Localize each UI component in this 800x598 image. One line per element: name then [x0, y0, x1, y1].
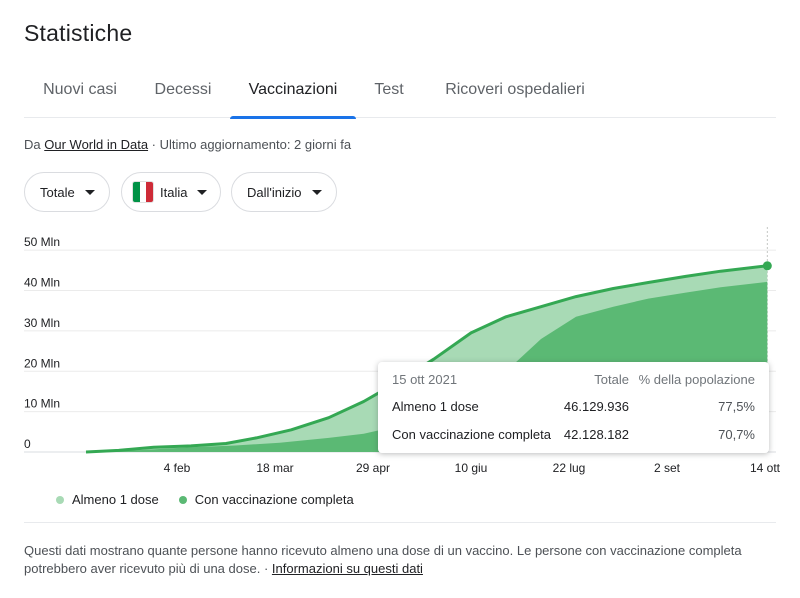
- tooltip-col-pct: % della popolazione: [638, 372, 755, 387]
- footer-separator: ·: [263, 561, 269, 576]
- tooltip-row-label: Con vaccinazione completa: [392, 427, 551, 442]
- x-tick-label: 4 feb: [164, 461, 191, 475]
- y-tick-label: 50 Mln: [24, 235, 60, 249]
- metric-dropdown-label: Totale: [40, 184, 75, 200]
- period-dropdown-label: Dall'inizio: [247, 184, 302, 200]
- tab-tests[interactable]: Test: [374, 81, 404, 98]
- chart-tooltip: 15 ott 2021 Totale % della popolazione A…: [378, 362, 769, 453]
- divider: [24, 522, 776, 523]
- y-tick-label: 10 Mln: [24, 397, 60, 411]
- tooltip-row-total: 46.129.936: [563, 399, 629, 414]
- tooltip-row-pct: 77,5%: [718, 399, 755, 414]
- legend-dot-icon: [56, 495, 64, 504]
- tooltip-row-total: 42.128.182: [563, 427, 629, 442]
- tooltip-row: Almeno 1 dose 46.129.936 77,5%: [392, 397, 755, 417]
- y-tick-label: 30 Mln: [24, 316, 60, 330]
- info-link[interactable]: Informazioni su questi dati: [271, 561, 423, 576]
- x-tick-label: 2 set: [654, 461, 681, 475]
- chevron-down-icon: [84, 189, 95, 195]
- tab-vaccinations[interactable]: Vaccinazioni: [230, 70, 356, 119]
- y-tick-label: 0: [24, 437, 31, 451]
- footer-text: Questi dati mostrano quante persone hann…: [24, 543, 742, 576]
- chevron-down-icon: [197, 189, 208, 195]
- x-tick-label: 14 ott: [750, 461, 781, 475]
- source-prefix: Da: [24, 137, 41, 152]
- italy-flag-icon: [132, 181, 154, 203]
- country-dropdown[interactable]: Italia: [121, 172, 221, 212]
- legend-label: Con vaccinazione completa: [194, 492, 354, 507]
- source-link[interactable]: Our World in Data: [44, 137, 149, 152]
- tooltip-col-total: Totale: [594, 372, 629, 387]
- y-tick-label: 40 Mln: [24, 276, 60, 290]
- x-tick-label: 22 lug: [553, 461, 586, 475]
- legend-item-first-dose[interactable]: Almeno 1 dose: [56, 492, 159, 507]
- data-source: Da Our World in Data · Ultimo aggiorname…: [24, 137, 351, 152]
- tooltip-row-pct: 70,7%: [718, 427, 755, 442]
- tooltip-row-label: Almeno 1 dose: [392, 399, 479, 414]
- metric-dropdown[interactable]: Totale: [24, 172, 110, 212]
- chart-legend: Almeno 1 dose Con vaccinazione completa: [56, 492, 374, 507]
- page-title: Statistiche: [24, 20, 133, 46]
- x-tick-label: 18 mar: [256, 461, 293, 475]
- x-tick-label: 29 apr: [356, 461, 390, 475]
- legend-label: Almeno 1 dose: [72, 492, 159, 507]
- tab-deaths[interactable]: Decessi: [154, 81, 212, 98]
- tooltip-header: 15 ott 2021 Totale % della popolazione: [392, 370, 755, 390]
- footer-note: Questi dati mostrano quante persone hann…: [24, 542, 744, 578]
- tooltip-date: 15 ott 2021: [392, 372, 458, 387]
- period-dropdown[interactable]: Dall'inizio: [231, 172, 337, 212]
- hover-point: [762, 261, 772, 271]
- source-separator: ·: [151, 137, 157, 152]
- stats-tabs: Nuovi casi Decessi Vaccinazioni Test Ric…: [24, 70, 776, 119]
- y-tick-label: 20 Mln: [24, 356, 60, 370]
- country-dropdown-label: Italia: [160, 184, 188, 200]
- legend-dot-icon: [178, 495, 187, 504]
- x-tick-label: 10 giu: [455, 461, 488, 475]
- chevron-down-icon: [311, 189, 322, 195]
- last-updated: Ultimo aggiornamento: 2 giorni fa: [159, 137, 352, 152]
- legend-item-full[interactable]: Con vaccinazione completa: [178, 492, 354, 507]
- tab-hospitalizations[interactable]: Ricoveri ospedalieri: [445, 81, 585, 98]
- tooltip-row: Con vaccinazione completa 42.128.182 70,…: [392, 425, 755, 445]
- tab-new-cases[interactable]: Nuovi casi: [43, 81, 117, 98]
